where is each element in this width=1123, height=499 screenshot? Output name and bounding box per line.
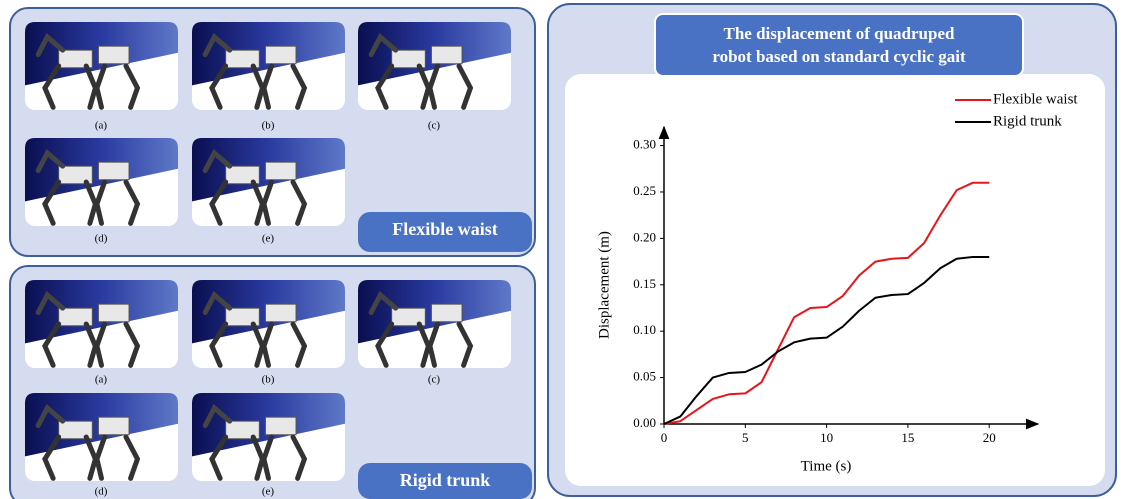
legend-label: Rigid trunk: [993, 113, 1062, 129]
robot-snapshot: [25, 393, 178, 481]
y-tick-label: 0.25: [633, 183, 656, 198]
y-tick-label: 0.15: [633, 276, 656, 291]
x-tick-label: 20: [983, 430, 996, 445]
robot-body: [98, 417, 129, 435]
snapshot-caption: (e): [262, 486, 275, 498]
robot-body: [98, 46, 129, 64]
x-tick-label: 0: [661, 430, 668, 445]
snapshot-caption: (e): [262, 233, 275, 245]
snapshot-caption: (d): [95, 233, 108, 245]
snapshot-caption: (a): [95, 374, 108, 386]
y-tick-label: 0.10: [633, 322, 656, 337]
robot-body: [431, 304, 462, 322]
y-tick-label: 0.00: [633, 415, 656, 430]
robot-body: [431, 46, 462, 64]
y-axis-label: Displacement (m): [596, 231, 612, 339]
robot-snapshot: [25, 280, 178, 368]
panel-badge-label: Rigid trunk: [400, 470, 491, 490]
panel-badge-label: Flexible waist: [392, 219, 498, 239]
snapshot-caption: (b): [262, 374, 275, 386]
robot-snapshot: [192, 393, 345, 481]
snapshot-caption: (a): [95, 120, 108, 132]
robot-snapshot: [25, 138, 178, 226]
robot-snapshot: [358, 22, 511, 110]
y-tick-label: 0.05: [633, 369, 656, 384]
x-axis-label: Time (s): [801, 458, 852, 474]
chart-title: The displacement of quadruped: [724, 24, 955, 43]
y-tick-label: 0.30: [633, 137, 656, 152]
snapshot-caption: (c): [428, 374, 441, 386]
robot-body: [265, 304, 296, 322]
robot-snapshot: [192, 280, 345, 368]
robot-body: [265, 417, 296, 435]
y-tick-label: 0.20: [633, 229, 656, 244]
robot-snapshot: [192, 138, 345, 226]
x-tick-label: 10: [820, 430, 833, 445]
page: {"panels": [ {"label": "Flexible waist",…: [0, 0, 1123, 499]
robot-body: [265, 162, 296, 180]
robot-body: [265, 46, 296, 64]
robot-snapshot: [358, 280, 511, 368]
figure: The displacement of quadruped robot base…: [0, 0, 1123, 499]
robot-snapshot: [192, 22, 345, 110]
chart-title: robot based on standard cyclic gait: [712, 47, 966, 66]
robot-body: [98, 162, 129, 180]
snapshot-caption: (b): [262, 120, 275, 132]
snapshot-caption: (c): [428, 120, 441, 132]
legend-label: Flexible waist: [993, 91, 1078, 107]
robot-snapshot: [25, 22, 178, 110]
robot-body: [98, 304, 129, 322]
x-tick-label: 5: [742, 430, 749, 445]
x-tick-label: 15: [901, 430, 914, 445]
snapshot-caption: (d): [95, 486, 108, 498]
